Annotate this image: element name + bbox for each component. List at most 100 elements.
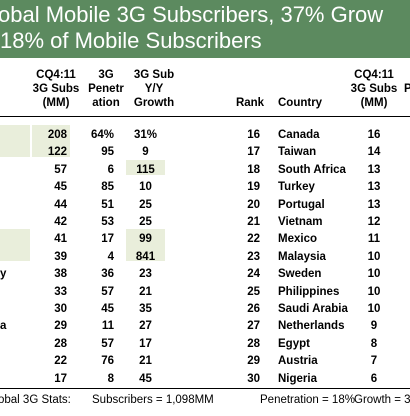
right-row-rank: 24	[247, 268, 260, 280]
title-bar: obal Mobile 3G Subscribers, 37% Grow 18%…	[0, 0, 410, 58]
left-row-penetration: 57	[101, 286, 114, 298]
left-row-subs: 208	[47, 129, 67, 141]
left-row-subs: 57	[54, 164, 67, 176]
header-penetration-line-3: ation	[92, 97, 120, 109]
header-cq-subs-right-line-2: 3G Subs	[350, 83, 398, 95]
left-row-growth: 27	[139, 320, 152, 332]
left-row-growth: 115	[136, 164, 155, 176]
header-penetration-line-1: 3G	[98, 69, 114, 81]
left-row-penetration: 17	[101, 233, 114, 245]
right-row-rank: 27	[247, 320, 260, 332]
right-row-country: Sweden	[278, 268, 322, 280]
right-row-country: Austria	[278, 355, 318, 367]
right-row-country: Taiwan	[278, 146, 317, 158]
right-row-subs: 7	[370, 355, 378, 367]
left-row-growth: 841	[135, 251, 156, 263]
right-row-country: Vietnam	[278, 216, 323, 228]
left-row-penetration: 8	[107, 373, 114, 385]
right-row-subs: 10	[367, 251, 381, 263]
left-row-label: y	[0, 268, 7, 280]
left-row-growth: 35	[139, 303, 152, 315]
right-row-rank: 21	[247, 216, 260, 228]
left-row-subs: 42	[54, 216, 67, 228]
right-row-rank: 23	[247, 251, 260, 263]
right-row-country: Canada	[278, 129, 320, 141]
left-row-penetration: 53	[101, 216, 114, 228]
right-row-subs: 9	[370, 320, 378, 332]
header-country: Country	[278, 97, 323, 109]
left-row-subs: 29	[54, 320, 67, 332]
right-row-subs: 11	[367, 233, 381, 245]
header-cq-subs-left: CQ4:11 3G Subs (MM)	[28, 68, 84, 110]
left-row-growth: 25	[139, 216, 152, 228]
footer-rule	[0, 388, 410, 389]
header-cq-subs-left-line-1: CQ4:11	[36, 69, 76, 81]
left-row-growth: 9	[142, 146, 149, 158]
right-row-country: Nigeria	[278, 373, 317, 385]
header-rank: Rank	[235, 97, 265, 109]
right-row-country: South Africa	[278, 164, 346, 176]
right-row-country: Egypt	[278, 338, 310, 350]
left-row-growth: 25	[139, 199, 152, 211]
left-row-subs: 17	[54, 373, 67, 385]
header-cq-subs-left-line-3: (MM)	[42, 97, 70, 109]
header-growth-line-2: Y/Y	[144, 83, 164, 95]
left-row-subs: 122	[47, 146, 67, 158]
left-row-subs: 39	[54, 251, 67, 263]
left-row-subs: 41	[54, 233, 67, 245]
right-row-rank: 19	[247, 181, 260, 193]
header-penetration-line-2: Penetr	[88, 83, 124, 95]
footer-growth: Growth = 3	[354, 394, 410, 406]
left-row-penetration: 64%	[90, 129, 114, 141]
right-row-subs: 8	[370, 338, 378, 350]
left-row-penetration: 57	[101, 338, 114, 350]
highlight-growth-block-2	[126, 229, 165, 261]
left-row-penetration: 76	[101, 355, 114, 367]
chart-title-line-2: 18% of Mobile Subscribers	[0, 28, 262, 53]
left-row-growth: 23	[139, 268, 152, 280]
footer-penetration: Penetration = 18%	[260, 394, 355, 406]
right-row-subs: 14	[367, 146, 381, 158]
highlight-label-block-1	[0, 125, 30, 157]
left-row-growth: 31%	[133, 129, 158, 141]
highlight-label-block-2	[0, 229, 30, 261]
left-row-subs: 44	[54, 199, 67, 211]
left-row-subs: 33	[54, 286, 67, 298]
right-row-country: Mexico	[278, 233, 317, 245]
right-row-subs: 13	[367, 164, 381, 176]
right-row-rank: 18	[247, 164, 260, 176]
footer-subscribers: Subscribers = 1,098MM	[92, 394, 214, 406]
left-row-penetration: 85	[101, 181, 114, 193]
left-row-growth: 21	[139, 355, 152, 367]
left-row-penetration: 6	[107, 164, 114, 176]
right-row-country: Malaysia	[278, 251, 326, 263]
left-row-penetration: 11	[101, 320, 114, 332]
left-row-growth: 10	[139, 181, 152, 193]
right-row-country: Saudi Arabia	[278, 303, 348, 315]
right-row-subs: 16	[367, 129, 381, 141]
right-row-subs: 10	[367, 268, 381, 280]
left-row-growth: 45	[139, 373, 152, 385]
header-rule	[0, 116, 410, 117]
header-cq-subs-right: CQ4:11 3G Subs (MM)	[346, 68, 402, 110]
left-row-penetration: 51	[101, 199, 114, 211]
left-row-subs: 30	[54, 303, 67, 315]
right-row-rank: 29	[247, 355, 260, 367]
right-row-subs: 6	[370, 373, 378, 385]
header-cq-subs-left-line-2: 3G Subs	[32, 83, 80, 95]
right-row-rank: 17	[247, 146, 260, 158]
right-row-country: Portugal	[278, 199, 325, 211]
header-cq-subs-right-line-3: (MM)	[360, 97, 388, 109]
right-row-rank: 16	[247, 129, 260, 141]
right-row-rank: 22	[247, 233, 260, 245]
left-row-growth: 17	[139, 338, 152, 350]
right-row-rank: 30	[247, 373, 260, 385]
left-row-penetration: 45	[101, 303, 114, 315]
right-row-subs: 12	[367, 216, 381, 228]
left-row-subs: 45	[54, 181, 67, 193]
header-growth: 3G Sub Y/Y Growth	[124, 68, 184, 110]
highlight-growth-1	[126, 160, 165, 175]
header-cq-subs-right-line-1: CQ4:11	[354, 69, 394, 81]
left-row-growth: 21	[139, 286, 152, 298]
left-row-growth: 99	[139, 233, 152, 245]
